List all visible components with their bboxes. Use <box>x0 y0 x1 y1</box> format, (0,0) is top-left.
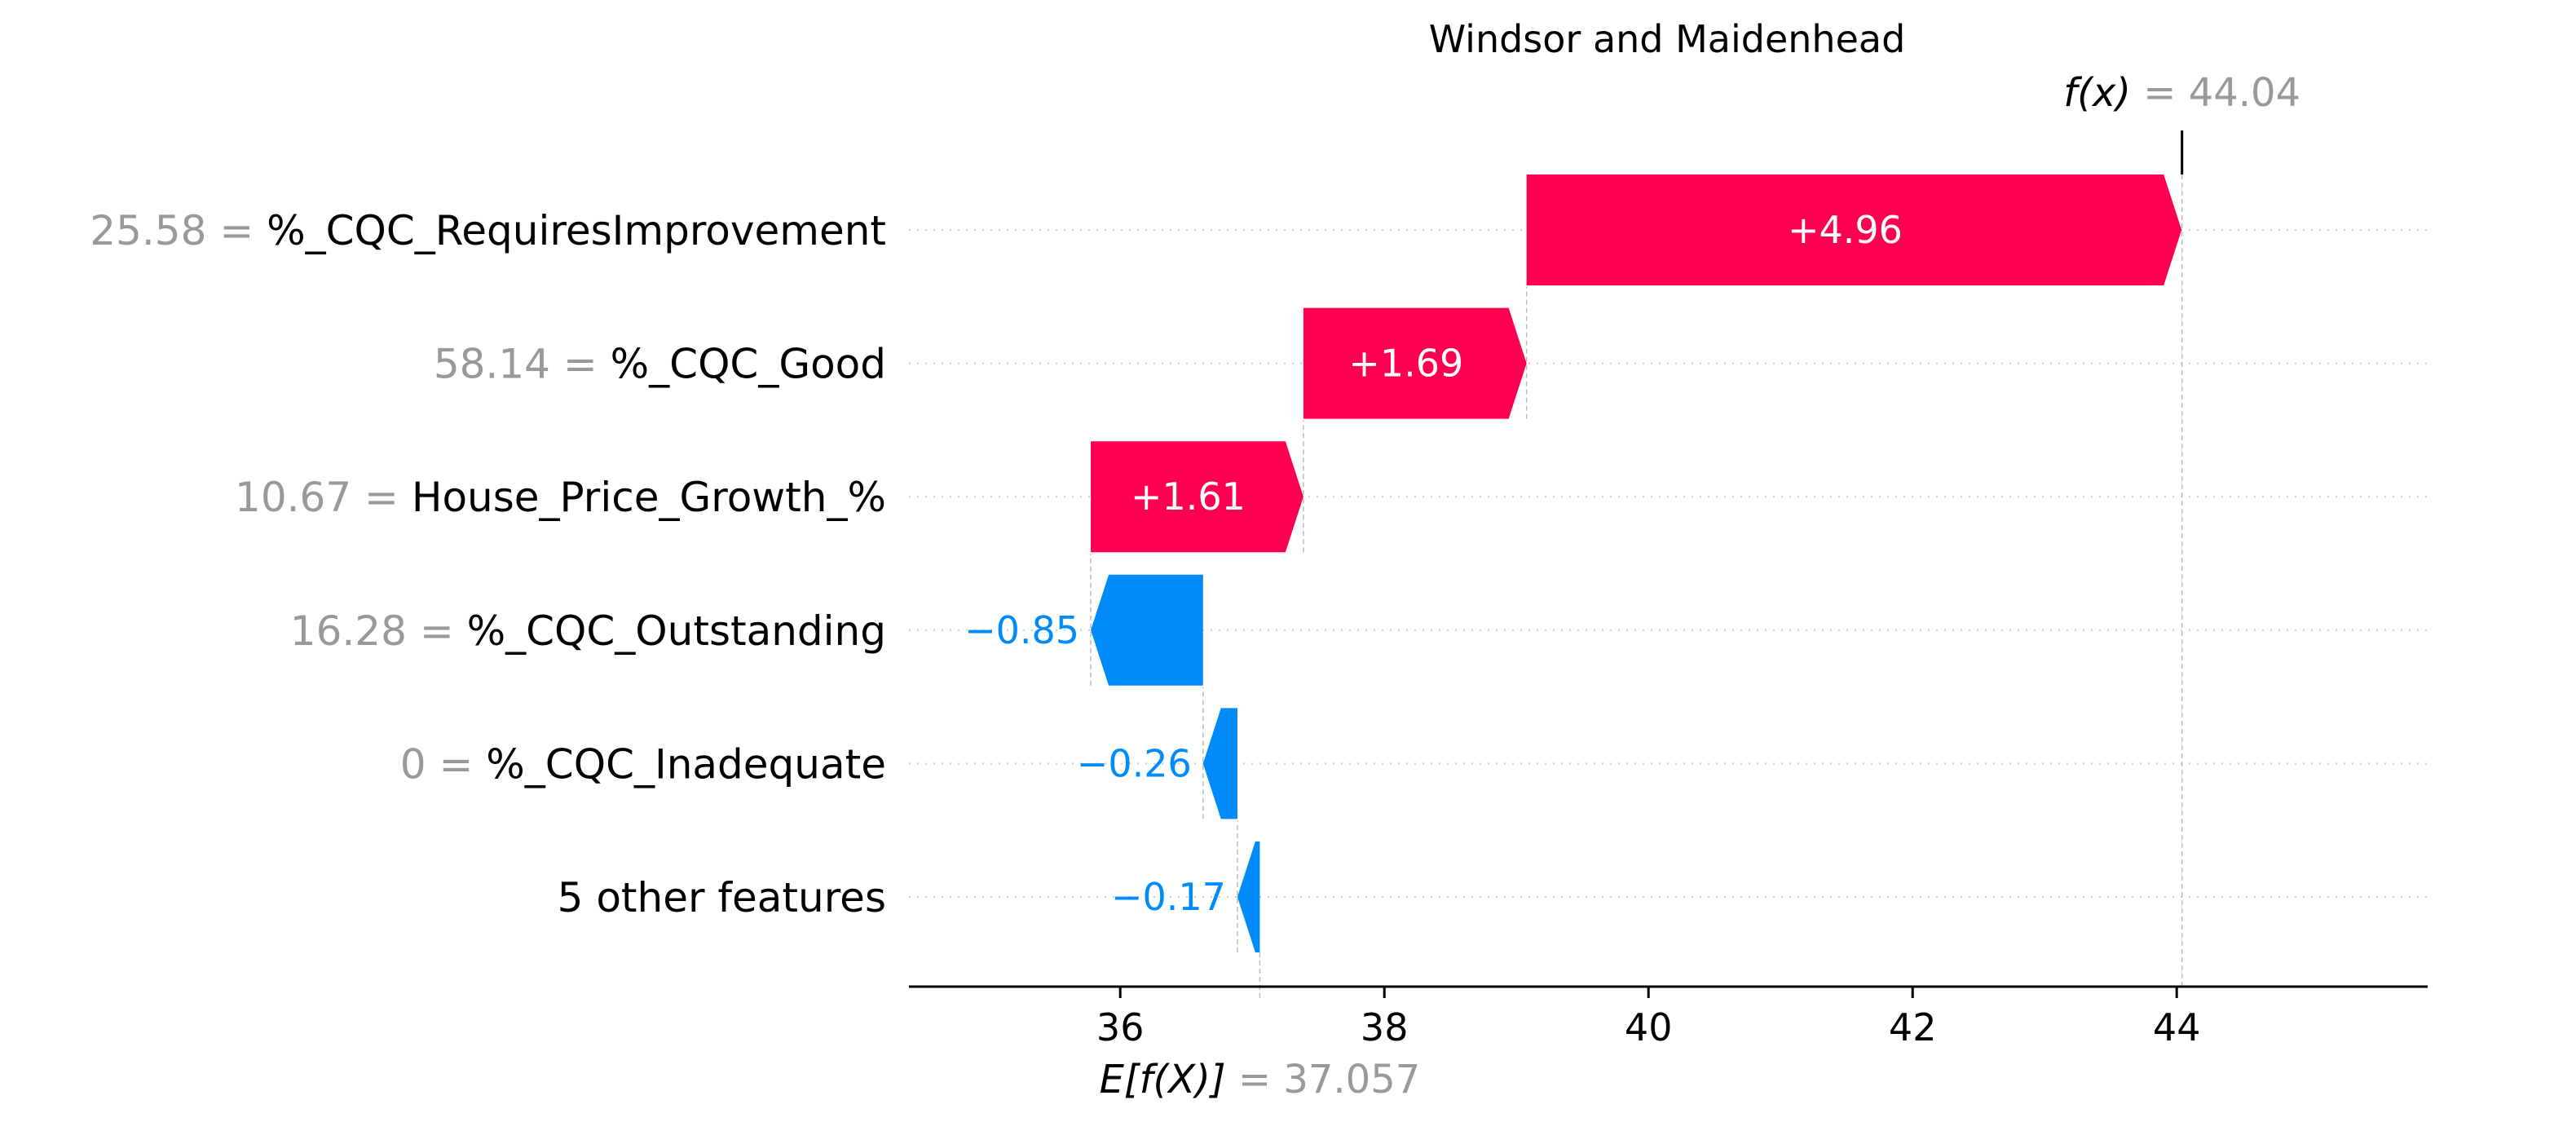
x-tick-label: 36 <box>1096 1005 1145 1049</box>
contribution-bar <box>1202 708 1237 819</box>
feature-name: %_CQC_RequiresImprovement <box>267 207 886 254</box>
feature-label: 10.67 = House_Price_Growth_% <box>235 474 886 521</box>
feature-value: 16.28 <box>290 607 407 655</box>
efx-equals: = <box>1226 1057 1284 1102</box>
feature-value: 0 <box>400 740 426 788</box>
fx-equals: = <box>2131 70 2189 116</box>
contribution-label: −0.17 <box>1111 875 1226 919</box>
contribution-bar <box>1303 307 1527 419</box>
feature-name: 5 other features <box>558 874 886 921</box>
feature-label: 0 = %_CQC_Inadequate <box>400 740 886 788</box>
feature-label: 25.58 = %_CQC_RequiresImprovement <box>90 207 886 254</box>
feature-name: %_CQC_Outstanding <box>467 607 886 655</box>
feature-equals: = <box>550 341 611 388</box>
x-tick-label: 42 <box>1889 1005 1937 1049</box>
contribution-bar <box>1091 441 1303 553</box>
feature-value: 10.67 <box>235 474 351 521</box>
output-value-annotation: f(x) = 44.04 <box>2063 70 2300 116</box>
base-value-annotation: E[f(X)] = 37.057 <box>1100 1057 1421 1102</box>
feature-equals: = <box>407 607 467 655</box>
feature-equals: = <box>206 207 267 254</box>
feature-name: %_CQC_Good <box>611 341 886 388</box>
x-tick-label: 38 <box>1361 1005 1409 1049</box>
feature-name: House_Price_Growth_% <box>412 474 886 521</box>
feature-label: 5 other features <box>558 874 886 921</box>
feature-label: 58.14 = %_CQC_Good <box>434 341 886 388</box>
x-tick-label: 44 <box>2153 1005 2201 1049</box>
feature-name: %_CQC_Inadequate <box>486 740 886 788</box>
output-value-label: f(x) = 44.04 <box>2063 70 2300 116</box>
contribution-label: +1.69 <box>1348 342 1463 386</box>
efx-math: E[f(X)] <box>1100 1057 1226 1102</box>
fx-math: f(x) <box>2063 70 2131 116</box>
efx-value: 37.057 <box>1283 1057 1420 1102</box>
base-value-label: E[f(X)] = 37.057 <box>1100 1057 1421 1102</box>
feature-value: 25.58 <box>90 207 206 254</box>
feature-label: 16.28 = %_CQC_Outstanding <box>290 607 886 655</box>
contribution-label: −0.85 <box>964 608 1079 652</box>
contribution-bar <box>1091 574 1203 686</box>
feature-equals: = <box>426 740 487 788</box>
x-tick-label: 40 <box>1625 1005 1673 1049</box>
contribution-label: +4.96 <box>1788 208 1903 252</box>
connector-lines <box>1090 174 2183 1000</box>
chart-title: Windsor and Maidenhead <box>1429 17 1906 61</box>
contribution-label: +1.61 <box>1131 475 1246 519</box>
x-axis: 36 38 40 42 44 <box>909 130 2428 1049</box>
contribution-label: −0.26 <box>1077 741 1192 785</box>
grid-lines <box>909 229 2428 898</box>
feature-equals: = <box>351 474 412 521</box>
fx-value: 44.04 <box>2189 70 2300 116</box>
contribution-bars <box>1091 174 2182 952</box>
feature-value: 58.14 <box>434 341 550 388</box>
feature-labels: +4.96 25.58 = %_CQC_RequiresImprovement +1… <box>90 207 1903 921</box>
contribution-bar <box>1237 842 1260 952</box>
contribution-bar <box>1526 174 2182 285</box>
